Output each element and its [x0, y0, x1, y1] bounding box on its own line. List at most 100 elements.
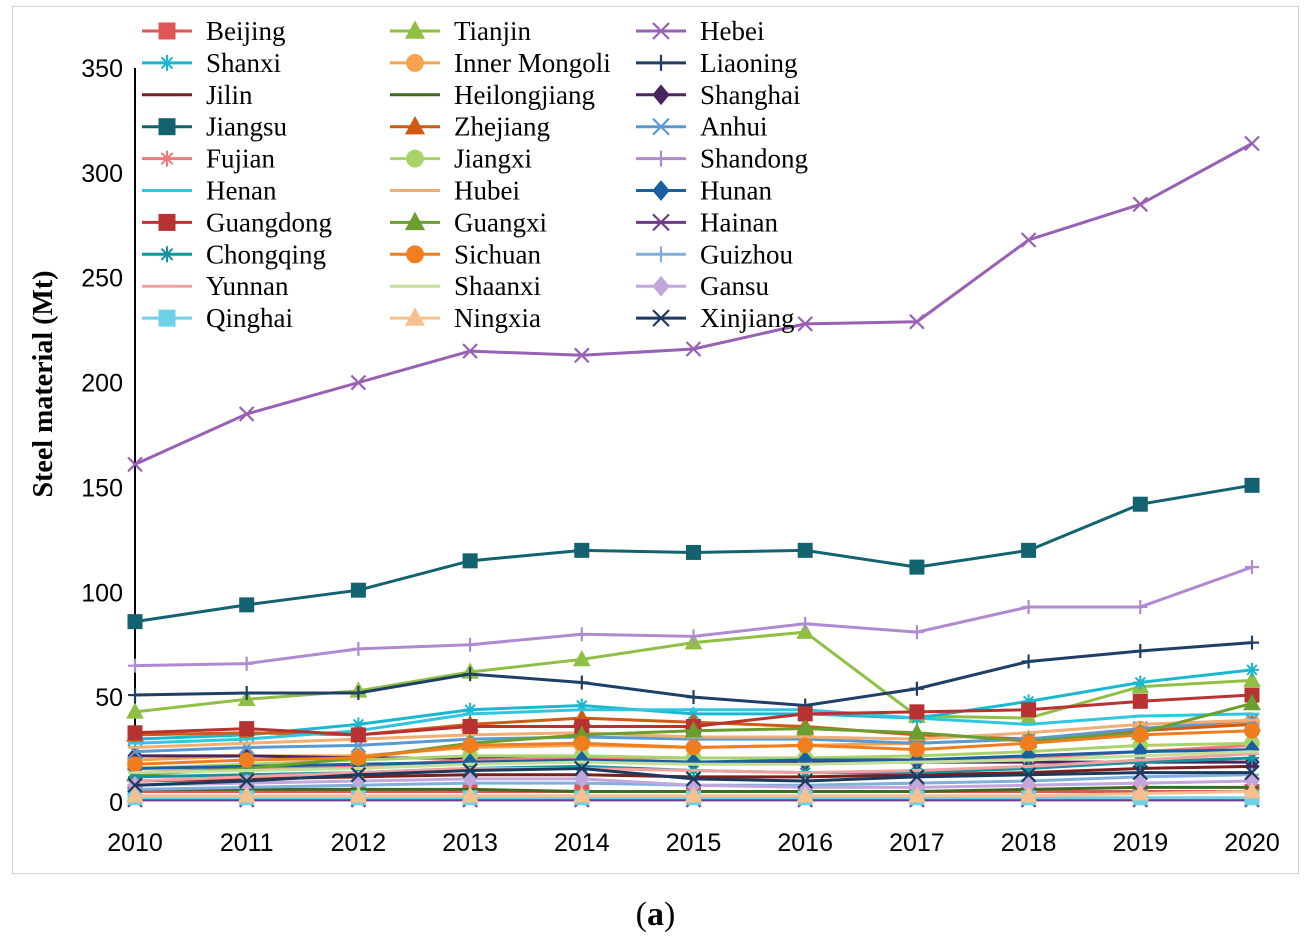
- data-point: [1244, 764, 1260, 781]
- series-liaoning: [128, 635, 1259, 713]
- data-point: [462, 343, 478, 359]
- legend-item-sichuan: Sichuan: [390, 239, 541, 269]
- data-point: [239, 597, 255, 613]
- legend-item-hunan: Hunan: [636, 176, 772, 206]
- data-point: [1020, 232, 1037, 248]
- data-point: [686, 544, 701, 560]
- legend-label: Hebei: [700, 16, 764, 46]
- legend-item-xinjiang: Xinjiang: [636, 303, 795, 333]
- legend-swatch-marker: [652, 309, 670, 327]
- y-tick-label: 300: [81, 160, 123, 188]
- legend-item-shanxi: Shanxi: [142, 48, 281, 78]
- legend-swatch-marker: [158, 22, 176, 40]
- data-point: [1132, 693, 1148, 709]
- x-tick-label: 2020: [1224, 829, 1280, 857]
- data-point: [1244, 135, 1260, 152]
- legend-swatch-marker: [406, 245, 424, 264]
- legend-label: Liaoning: [700, 48, 797, 78]
- data-point: [462, 553, 478, 569]
- legend-item-hebei: Hebei: [636, 16, 764, 46]
- legend-label: Chongqing: [206, 239, 326, 269]
- data-point: [1132, 496, 1148, 512]
- legend-swatch-marker: [652, 275, 670, 297]
- legend-item-guangxi: Guangxi: [390, 207, 547, 237]
- legend-item-hubei: Hubei: [390, 176, 520, 206]
- series-shandong: [128, 560, 1259, 673]
- legend-item-zhejiang: Zhejiang: [390, 112, 550, 142]
- x-tick-label: 2016: [777, 829, 833, 857]
- data-point: [686, 629, 701, 644]
- legend-label: Shaanxi: [454, 271, 541, 301]
- legend-item-fujian: Fujian: [142, 144, 276, 174]
- data-point: [574, 698, 589, 713]
- data-point: [1020, 766, 1037, 783]
- data-point: [238, 773, 255, 789]
- x-tick-label: 2013: [442, 829, 498, 857]
- data-point: [574, 760, 590, 777]
- legend-swatch-marker: [406, 54, 424, 72]
- y-tick-label: 200: [81, 370, 123, 398]
- data-point: [797, 542, 813, 558]
- data-point: [574, 627, 589, 642]
- legend-label: Heilongjiang: [454, 80, 595, 110]
- legend-label: Xinjiang: [700, 303, 795, 333]
- data-point: [684, 786, 703, 803]
- series-xinjiang: [127, 760, 1260, 794]
- legend-label: Yunnan: [206, 271, 289, 301]
- x-tick-label: 2012: [331, 829, 387, 857]
- data-point: [574, 675, 589, 690]
- legend-item-shanghai: Shanghai: [636, 80, 801, 110]
- legend: Beijing Tianjin Hebei Shanxi Inner Mongoli Li…: [142, 16, 808, 333]
- y-tick-label: 50: [95, 684, 123, 712]
- legend-item-hainan: Hainan: [636, 207, 778, 237]
- series-shaanxi: [128, 750, 1259, 775]
- legend-item-yunnan: Yunnan: [142, 271, 289, 301]
- x-tick-label: 2018: [1001, 829, 1057, 857]
- data-point: [1245, 750, 1259, 765]
- series-jiangsu: [127, 477, 1260, 630]
- data-point: [684, 721, 703, 738]
- legend-swatch-marker: [159, 150, 175, 167]
- y-tick-label: 0: [109, 789, 123, 817]
- data-point: [798, 616, 813, 631]
- legend-label: Beijing: [206, 16, 286, 46]
- data-point: [1244, 477, 1260, 493]
- legend-label: Shandong: [700, 144, 808, 174]
- data-point: [126, 702, 144, 719]
- legend-swatch-marker: [158, 118, 176, 136]
- data-point: [1132, 764, 1149, 781]
- data-point: [1243, 693, 1261, 711]
- data-point: [909, 313, 925, 330]
- legend-label: Jiangxi: [454, 144, 532, 174]
- data-point: [127, 456, 143, 473]
- legend-swatch-marker: [652, 180, 670, 201]
- legend-swatch-marker: [652, 213, 670, 232]
- legend-item-guizhou: Guizhou: [636, 239, 793, 269]
- caption-close: ): [664, 896, 676, 933]
- data-point: [574, 759, 589, 774]
- legend-swatch-marker: [653, 54, 669, 71]
- legend-label: Shanxi: [206, 48, 281, 78]
- legend-label: Zhejiang: [454, 112, 550, 142]
- legend-swatch-marker: [404, 307, 426, 326]
- data-point: [1243, 782, 1261, 799]
- data-point: [239, 656, 254, 671]
- data-point: [1245, 635, 1259, 650]
- legend-item-liaoning: Liaoning: [636, 48, 797, 78]
- figure-caption: (a): [0, 896, 1311, 934]
- legend-item-tianjin: Tianjin: [390, 16, 532, 46]
- legend-item-chongqing: Chongqing: [142, 239, 326, 269]
- data-point: [1021, 702, 1037, 718]
- data-point: [1131, 784, 1150, 801]
- y-axis-label: Steel material (Mt): [28, 271, 59, 498]
- data-point: [686, 690, 701, 705]
- data-point: [685, 739, 702, 756]
- data-point: [574, 347, 590, 364]
- legend-swatch-marker: [653, 246, 669, 263]
- legend-label: Guangxi: [454, 207, 547, 237]
- data-point: [908, 786, 926, 803]
- data-point: [128, 688, 142, 703]
- legend-item-heilongjiang: Heilongjiang: [390, 80, 595, 110]
- legend-item-gansu: Gansu: [636, 271, 769, 301]
- legend-label: Anhui: [700, 112, 768, 142]
